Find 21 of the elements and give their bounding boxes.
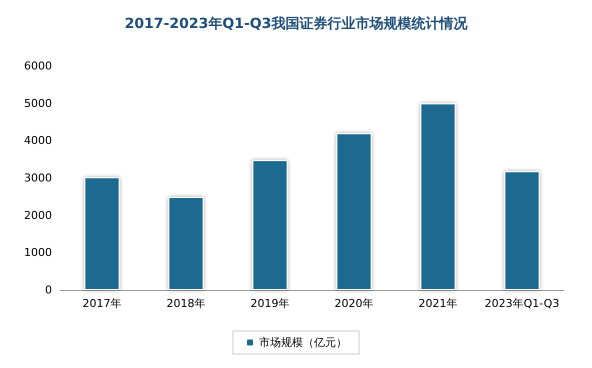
y-tick-label: 5000 <box>24 96 52 110</box>
x-tick-label: 2018年 <box>166 297 206 310</box>
bar <box>252 160 288 290</box>
y-tick-label: 0 <box>45 284 52 296</box>
bar <box>336 133 372 290</box>
bar <box>504 171 540 290</box>
y-tick-label: 1000 <box>24 246 52 260</box>
x-tick-label: 2021年 <box>418 297 458 310</box>
bar <box>84 177 120 290</box>
y-tick-label: 4000 <box>24 134 52 148</box>
x-tick-label: 2023年Q1-Q3 <box>484 297 560 310</box>
bar <box>168 197 204 290</box>
x-tick-label: 2017年 <box>82 297 122 310</box>
y-tick-label: 6000 <box>24 60 52 72</box>
y-tick-label: 2000 <box>24 208 52 222</box>
x-tick-label: 2020年 <box>334 297 374 310</box>
chart-title: 2017-2023年Q1-Q3我国证券行业市场规模统计情况 <box>124 15 468 32</box>
legend-label: 市场规模（亿元） <box>259 336 347 349</box>
y-tick-label: 3000 <box>24 172 52 184</box>
bar <box>420 103 456 290</box>
x-tick-label: 2019年 <box>250 297 290 310</box>
